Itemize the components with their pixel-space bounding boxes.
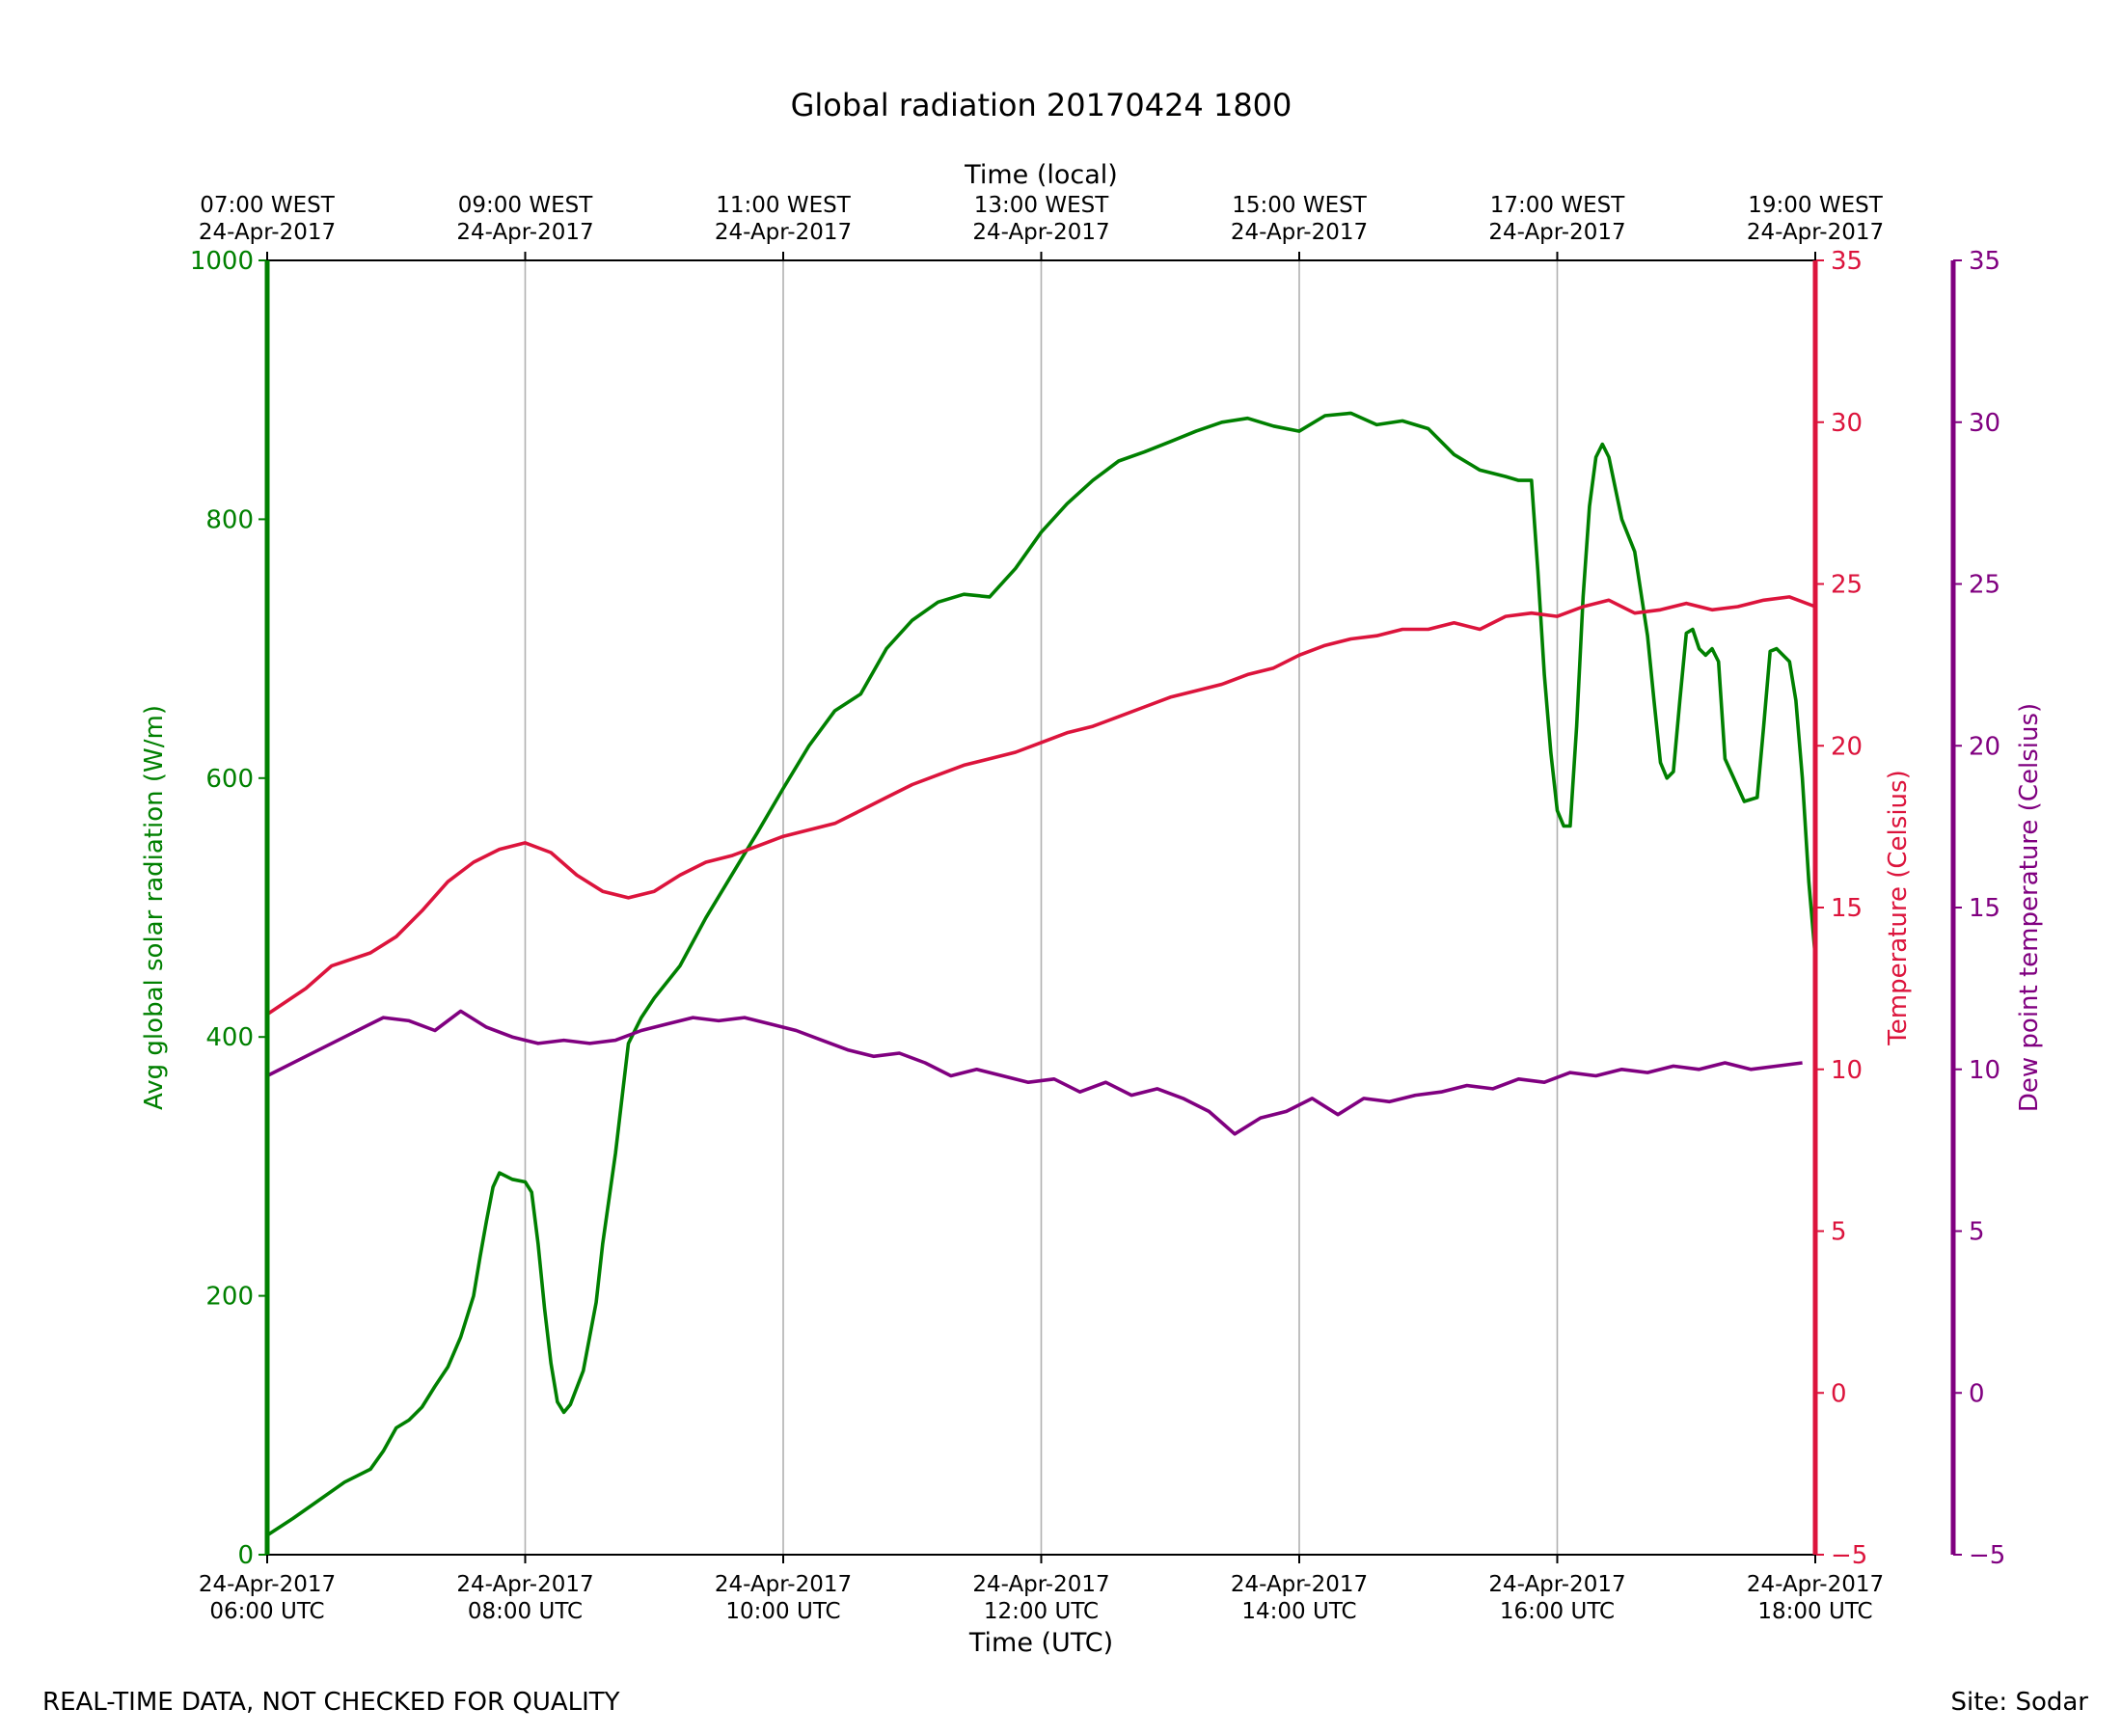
x-top-tick-label-time: 07:00 WEST (200, 193, 335, 218)
y-tick-label-temperature: 5 (1831, 1218, 1847, 1247)
x-top-tick-label-date: 24-Apr-2017 (1231, 220, 1368, 245)
x-top-tick-label-time: 11:00 WEST (716, 193, 851, 218)
y-tick-label-temperature: 25 (1831, 571, 1863, 600)
x-tick-label-time: 08:00 UTC (468, 1599, 583, 1624)
y-tick-label-radiation: 400 (205, 1023, 254, 1052)
x-tick-label-date: 24-Apr-2017 (1488, 1572, 1625, 1597)
y-tick-label-temperature: 20 (1831, 732, 1863, 761)
x-tick-label-time: 14:00 UTC (1241, 1599, 1356, 1624)
y-tick-label-dewpoint: −5 (1969, 1541, 2005, 1570)
x-top-tick-label-time: 09:00 WEST (458, 193, 593, 218)
x-tick-label-date: 24-Apr-2017 (199, 1572, 336, 1597)
series-line-temperature (265, 595, 1816, 1017)
y-tick-label-radiation: 0 (237, 1541, 254, 1570)
x-top-tick-label-time: 17:00 WEST (1490, 193, 1625, 218)
y-tick-label-dewpoint: 5 (1969, 1218, 1985, 1247)
x-tick-label-date: 24-Apr-2017 (1747, 1572, 1884, 1597)
y-tick-label-radiation: 800 (205, 505, 254, 534)
x-tick-label-time: 10:00 UTC (725, 1599, 840, 1624)
series-line-dewpoint (266, 1009, 1803, 1136)
quality-disclaimer: REAL-TIME DATA, NOT CHECKED FOR QUALITY (42, 1688, 620, 1717)
x-top-tick-label-date: 24-Apr-2017 (1488, 220, 1625, 245)
x-tick-label-time: 12:00 UTC (984, 1599, 1099, 1624)
x-tick-label-date: 24-Apr-2017 (1231, 1572, 1368, 1597)
y-tick-label-dewpoint: 20 (1969, 732, 2000, 761)
y-tick-label-temperature: 10 (1831, 1056, 1863, 1085)
x-top-tick-label-time: 15:00 WEST (1232, 193, 1367, 218)
y-tick-label-temperature: 0 (1831, 1379, 1847, 1408)
site-label: Site: Sodar (1950, 1688, 2088, 1717)
y-tick-label-dewpoint: 15 (1969, 894, 2000, 923)
x-axis-label: Time (UTC) (968, 1628, 1113, 1658)
y-tick-label-dewpoint: 25 (1969, 571, 2000, 600)
y-tick-label-dewpoint: 0 (1969, 1379, 1985, 1408)
x-top-tick-label-date: 24-Apr-2017 (199, 220, 336, 245)
x-tick-label-time: 16:00 UTC (1500, 1599, 1615, 1624)
y-axis-label-radiation: Avg global solar radiation (W/m) (140, 705, 169, 1110)
x-tick-label-date: 24-Apr-2017 (715, 1572, 852, 1597)
y-axis-label-dewpoint: Dew point temperature (Celsius) (2015, 703, 2044, 1112)
y-tick-label-radiation: 1000 (190, 247, 254, 276)
x-top-tick-label-date: 24-Apr-2017 (715, 220, 852, 245)
y-tick-label-radiation: 600 (205, 765, 254, 794)
y-tick-label-dewpoint: 35 (1969, 247, 2000, 276)
x-top-axis-label: Time (local) (964, 160, 1118, 190)
y-tick-label-temperature: 35 (1831, 247, 1863, 276)
y-tick-label-temperature: −5 (1831, 1541, 1867, 1570)
x-tick-label-date: 24-Apr-2017 (456, 1572, 593, 1597)
y-axis-label-temperature: Temperature (Celsius) (1884, 770, 1913, 1045)
x-top-tick-label-time: 19:00 WEST (1748, 193, 1883, 218)
x-top-tick-label-date: 24-Apr-2017 (972, 220, 1109, 245)
x-top-tick-label-date: 24-Apr-2017 (1747, 220, 1884, 245)
series-line-radiation (266, 411, 1817, 1537)
x-tick-label-time: 18:00 UTC (1757, 1599, 1872, 1624)
x-tick-label-date: 24-Apr-2017 (972, 1572, 1109, 1597)
y-tick-label-temperature: 15 (1831, 894, 1863, 923)
chart-title: Global radiation 20170424 1800 (791, 87, 1292, 123)
x-top-tick-label-time: 13:00 WEST (974, 193, 1109, 218)
x-tick-label-time: 06:00 UTC (209, 1599, 324, 1624)
y-tick-label-dewpoint: 10 (1969, 1056, 2000, 1085)
x-top-tick-label-date: 24-Apr-2017 (456, 220, 593, 245)
y-tick-label-temperature: 30 (1831, 409, 1863, 438)
y-tick-label-radiation: 200 (205, 1283, 254, 1312)
y-tick-label-dewpoint: 30 (1969, 409, 2000, 438)
